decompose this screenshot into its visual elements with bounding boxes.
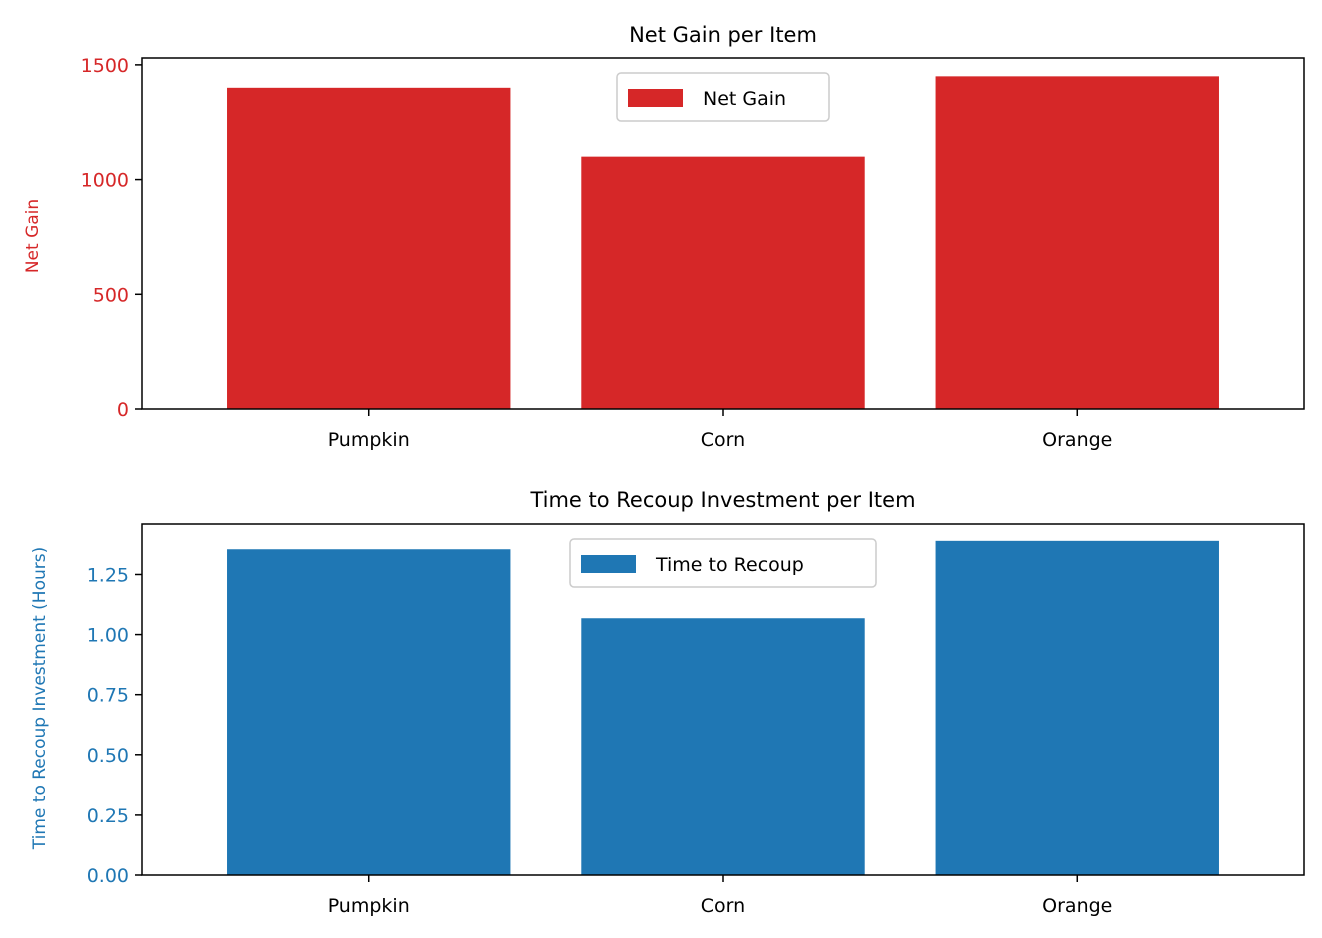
bar-corn: [581, 618, 865, 875]
plot-frame: [141, 523, 1305, 876]
x-tick-label: Corn: [701, 429, 745, 451]
x-tick-label: Orange: [1042, 429, 1112, 451]
legend: Net Gain: [616, 72, 830, 122]
legend-label: Time to Recoup: [655, 554, 804, 576]
legend-swatch: [581, 555, 636, 573]
x-tick-label: Pumpkin: [328, 895, 410, 917]
bar-orange: [935, 540, 1219, 875]
chart-title: Time to Recoup Investment per Item: [529, 488, 915, 512]
y-tick-label: 0.00: [87, 865, 129, 887]
bar-pumpkin: [227, 87, 511, 409]
legend-box: [569, 538, 877, 588]
y-tick-label: 0: [117, 399, 129, 421]
y-tick-label: 1500: [81, 55, 129, 77]
plot-frame: [141, 57, 1305, 410]
bars: [227, 76, 1219, 410]
bar-orange: [935, 76, 1219, 410]
time-to-recoup-chart: Time to Recoup Investment per Item Time …: [30, 488, 1305, 917]
legend: Time to Recoup: [569, 538, 877, 588]
bar-pumpkin: [227, 549, 511, 875]
y-tick-label: 0.50: [87, 745, 129, 767]
y-tick-label: 500: [93, 284, 129, 306]
y-tick-label: 1.25: [87, 564, 129, 586]
bars: [227, 540, 1219, 875]
x-tick-label: Corn: [701, 895, 745, 917]
y-tick-label: 1000: [81, 170, 129, 192]
x-tick-label: Orange: [1042, 895, 1112, 917]
legend-swatch: [628, 89, 683, 107]
y-ticks: 0 500 1000 1500: [81, 55, 142, 421]
legend-box: [616, 72, 830, 122]
x-tick-label: Pumpkin: [328, 429, 410, 451]
y-tick-label: 1.00: [87, 625, 129, 647]
y-ticks: 0.00 0.25 0.50 0.75 1.00 1.25: [87, 564, 142, 887]
x-ticks: Pumpkin Corn Orange: [328, 875, 1112, 917]
y-axis-label: Time to Recoup Investment (Hours): [30, 547, 50, 850]
y-tick-label: 0.25: [87, 805, 129, 827]
x-ticks: Pumpkin Corn Orange: [328, 409, 1112, 451]
bar-corn: [581, 156, 865, 409]
legend-label: Net Gain: [703, 88, 786, 110]
chart-title: Net Gain per Item: [629, 23, 817, 47]
y-tick-label: 0.75: [87, 685, 129, 707]
y-axis-label: Net Gain: [23, 199, 43, 273]
net-gain-chart: Net Gain per Item Net Gain 050010001500 …: [23, 23, 1305, 451]
